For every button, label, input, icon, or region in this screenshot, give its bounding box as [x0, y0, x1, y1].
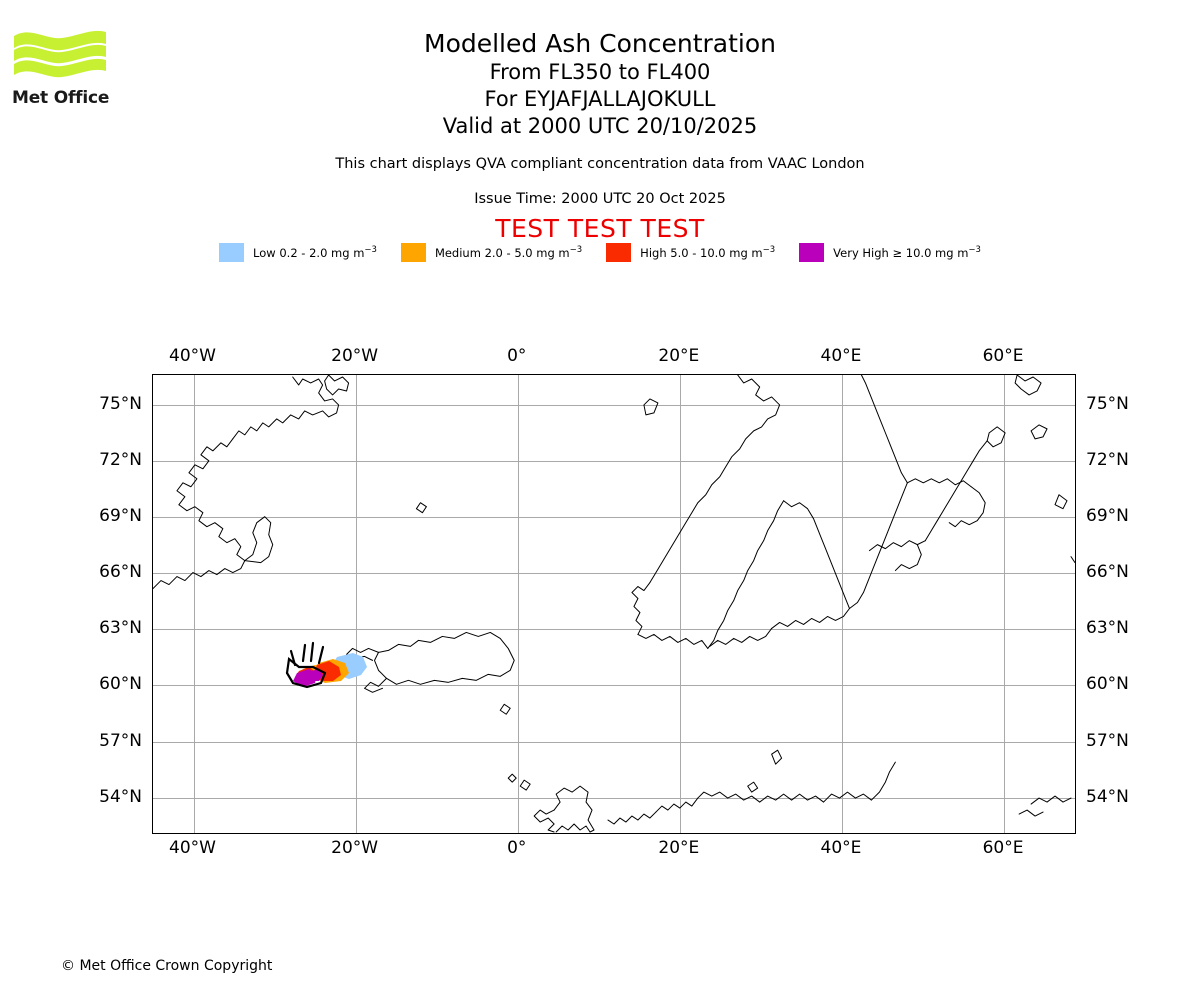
lon-tick-top-60°E: 60°E — [982, 346, 1024, 366]
lon-tick-bottom-20°W: 20°W — [331, 838, 379, 858]
lat-tick-left-72°N: 72°N — [99, 450, 142, 471]
legend-high: High 5.0 - 10.0 mg m−3 — [606, 243, 775, 262]
gridline-lat-57°N — [153, 741, 1075, 743]
lat-tick-right-72°N: 72°N — [1086, 450, 1129, 471]
gridline-lon-40°E — [841, 375, 843, 833]
legend-label-medium: Medium 2.0 - 5.0 mg m−3 — [434, 245, 583, 260]
lat-tick-right-66°N: 66°N — [1086, 562, 1129, 583]
lat-tick-left-57°N: 57°N — [99, 730, 142, 751]
legend-medium: Medium 2.0 - 5.0 mg m−3 — [400, 243, 583, 262]
lon-tick-top-20°W: 20°W — [331, 346, 379, 366]
lat-tick-right-63°N: 63°N — [1086, 618, 1129, 639]
lon-tick-bottom-0°: 0° — [507, 838, 527, 858]
ash-concentration-map[interactable] — [152, 374, 1076, 834]
legend-swatch-low — [219, 243, 245, 262]
gridline-lon-60°E — [1004, 375, 1006, 833]
volcano-marker-icon — [285, 641, 327, 689]
gridline-lon-20°E — [679, 375, 681, 833]
lat-tick-left-69°N: 69°N — [99, 506, 142, 527]
gridline-lon-40°W — [193, 375, 195, 833]
gridline-lon-20°W — [355, 375, 357, 833]
legend-swatch-high — [606, 243, 632, 262]
lat-tick-left-75°N: 75°N — [99, 393, 142, 414]
ash-plume-very-high — [293, 669, 323, 687]
legend-swatch-medium — [400, 243, 426, 262]
lat-tick-right-60°N: 60°N — [1086, 674, 1129, 695]
lon-tick-bottom-40°E: 40°E — [820, 838, 862, 858]
legend-very-high: Very High ≥ 10.0 mg m−3 — [799, 243, 981, 262]
lat-tick-right-69°N: 69°N — [1086, 506, 1129, 527]
lon-tick-top-40°E: 40°E — [820, 346, 862, 366]
lat-tick-right-75°N: 75°N — [1086, 393, 1129, 414]
page-title: Modelled Ash Concentration — [424, 29, 776, 58]
concentration-legend: Low 0.2 - 2.0 mg m−3 Medium 2.0 - 5.0 mg… — [0, 243, 1200, 262]
gridline-lat-54°N — [153, 797, 1075, 799]
met-office-wave-mark — [14, 30, 106, 78]
lat-tick-left-66°N: 66°N — [99, 562, 142, 583]
gridline-lat-69°N — [153, 517, 1075, 519]
valid-time: Valid at 2000 UTC 20/10/2025 — [442, 114, 758, 138]
lon-tick-top-40°W: 40°W — [169, 346, 216, 366]
met-office-logo-text: Met Office — [12, 88, 110, 108]
lat-tick-left-60°N: 60°N — [99, 674, 142, 695]
lat-tick-right-57°N: 57°N — [1086, 730, 1129, 751]
met-office-logo: Met Office — [12, 24, 122, 114]
lon-tick-bottom-40°W: 40°W — [169, 838, 216, 858]
gridline-lon-0° — [517, 375, 519, 833]
flight-level-range: From FL350 to FL400 — [489, 60, 711, 84]
legend-label-very-high: Very High ≥ 10.0 mg m−3 — [833, 245, 981, 260]
copyright-footer: © Met Office Crown Copyright — [61, 958, 273, 974]
lon-tick-top-20°E: 20°E — [658, 346, 700, 366]
qva-note: This chart displays QVA compliant concen… — [335, 156, 865, 172]
coastline-layer — [153, 375, 1075, 833]
lon-tick-top-0°: 0° — [507, 346, 527, 366]
chart-title-block: Modelled Ash Concentration From FL350 to… — [0, 28, 1200, 140]
test-banner: TEST TEST TEST — [495, 214, 705, 243]
lat-tick-left-63°N: 63°N — [99, 618, 142, 639]
gridline-lat-75°N — [153, 404, 1075, 406]
gridline-lat-60°N — [153, 685, 1075, 687]
gridline-lat-63°N — [153, 629, 1075, 631]
legend-swatch-very-high — [799, 243, 825, 262]
map-frame — [152, 374, 1076, 834]
lon-tick-bottom-60°E: 60°E — [982, 838, 1024, 858]
gridline-lat-72°N — [153, 461, 1075, 463]
gridline-lat-66°N — [153, 573, 1075, 575]
lat-tick-right-54°N: 54°N — [1086, 786, 1129, 807]
volcano-name: For EYJAFJALLAJOKULL — [484, 87, 716, 111]
lon-tick-bottom-20°E: 20°E — [658, 838, 700, 858]
legend-label-low: Low 0.2 - 2.0 mg m−3 — [253, 245, 377, 260]
legend-low: Low 0.2 - 2.0 mg m−3 — [219, 243, 377, 262]
ash-plume-layer — [285, 641, 367, 689]
issue-time: Issue Time: 2000 UTC 20 Oct 2025 — [474, 191, 726, 207]
legend-label-high: High 5.0 - 10.0 mg m−3 — [640, 245, 776, 260]
lat-tick-left-54°N: 54°N — [99, 786, 142, 807]
